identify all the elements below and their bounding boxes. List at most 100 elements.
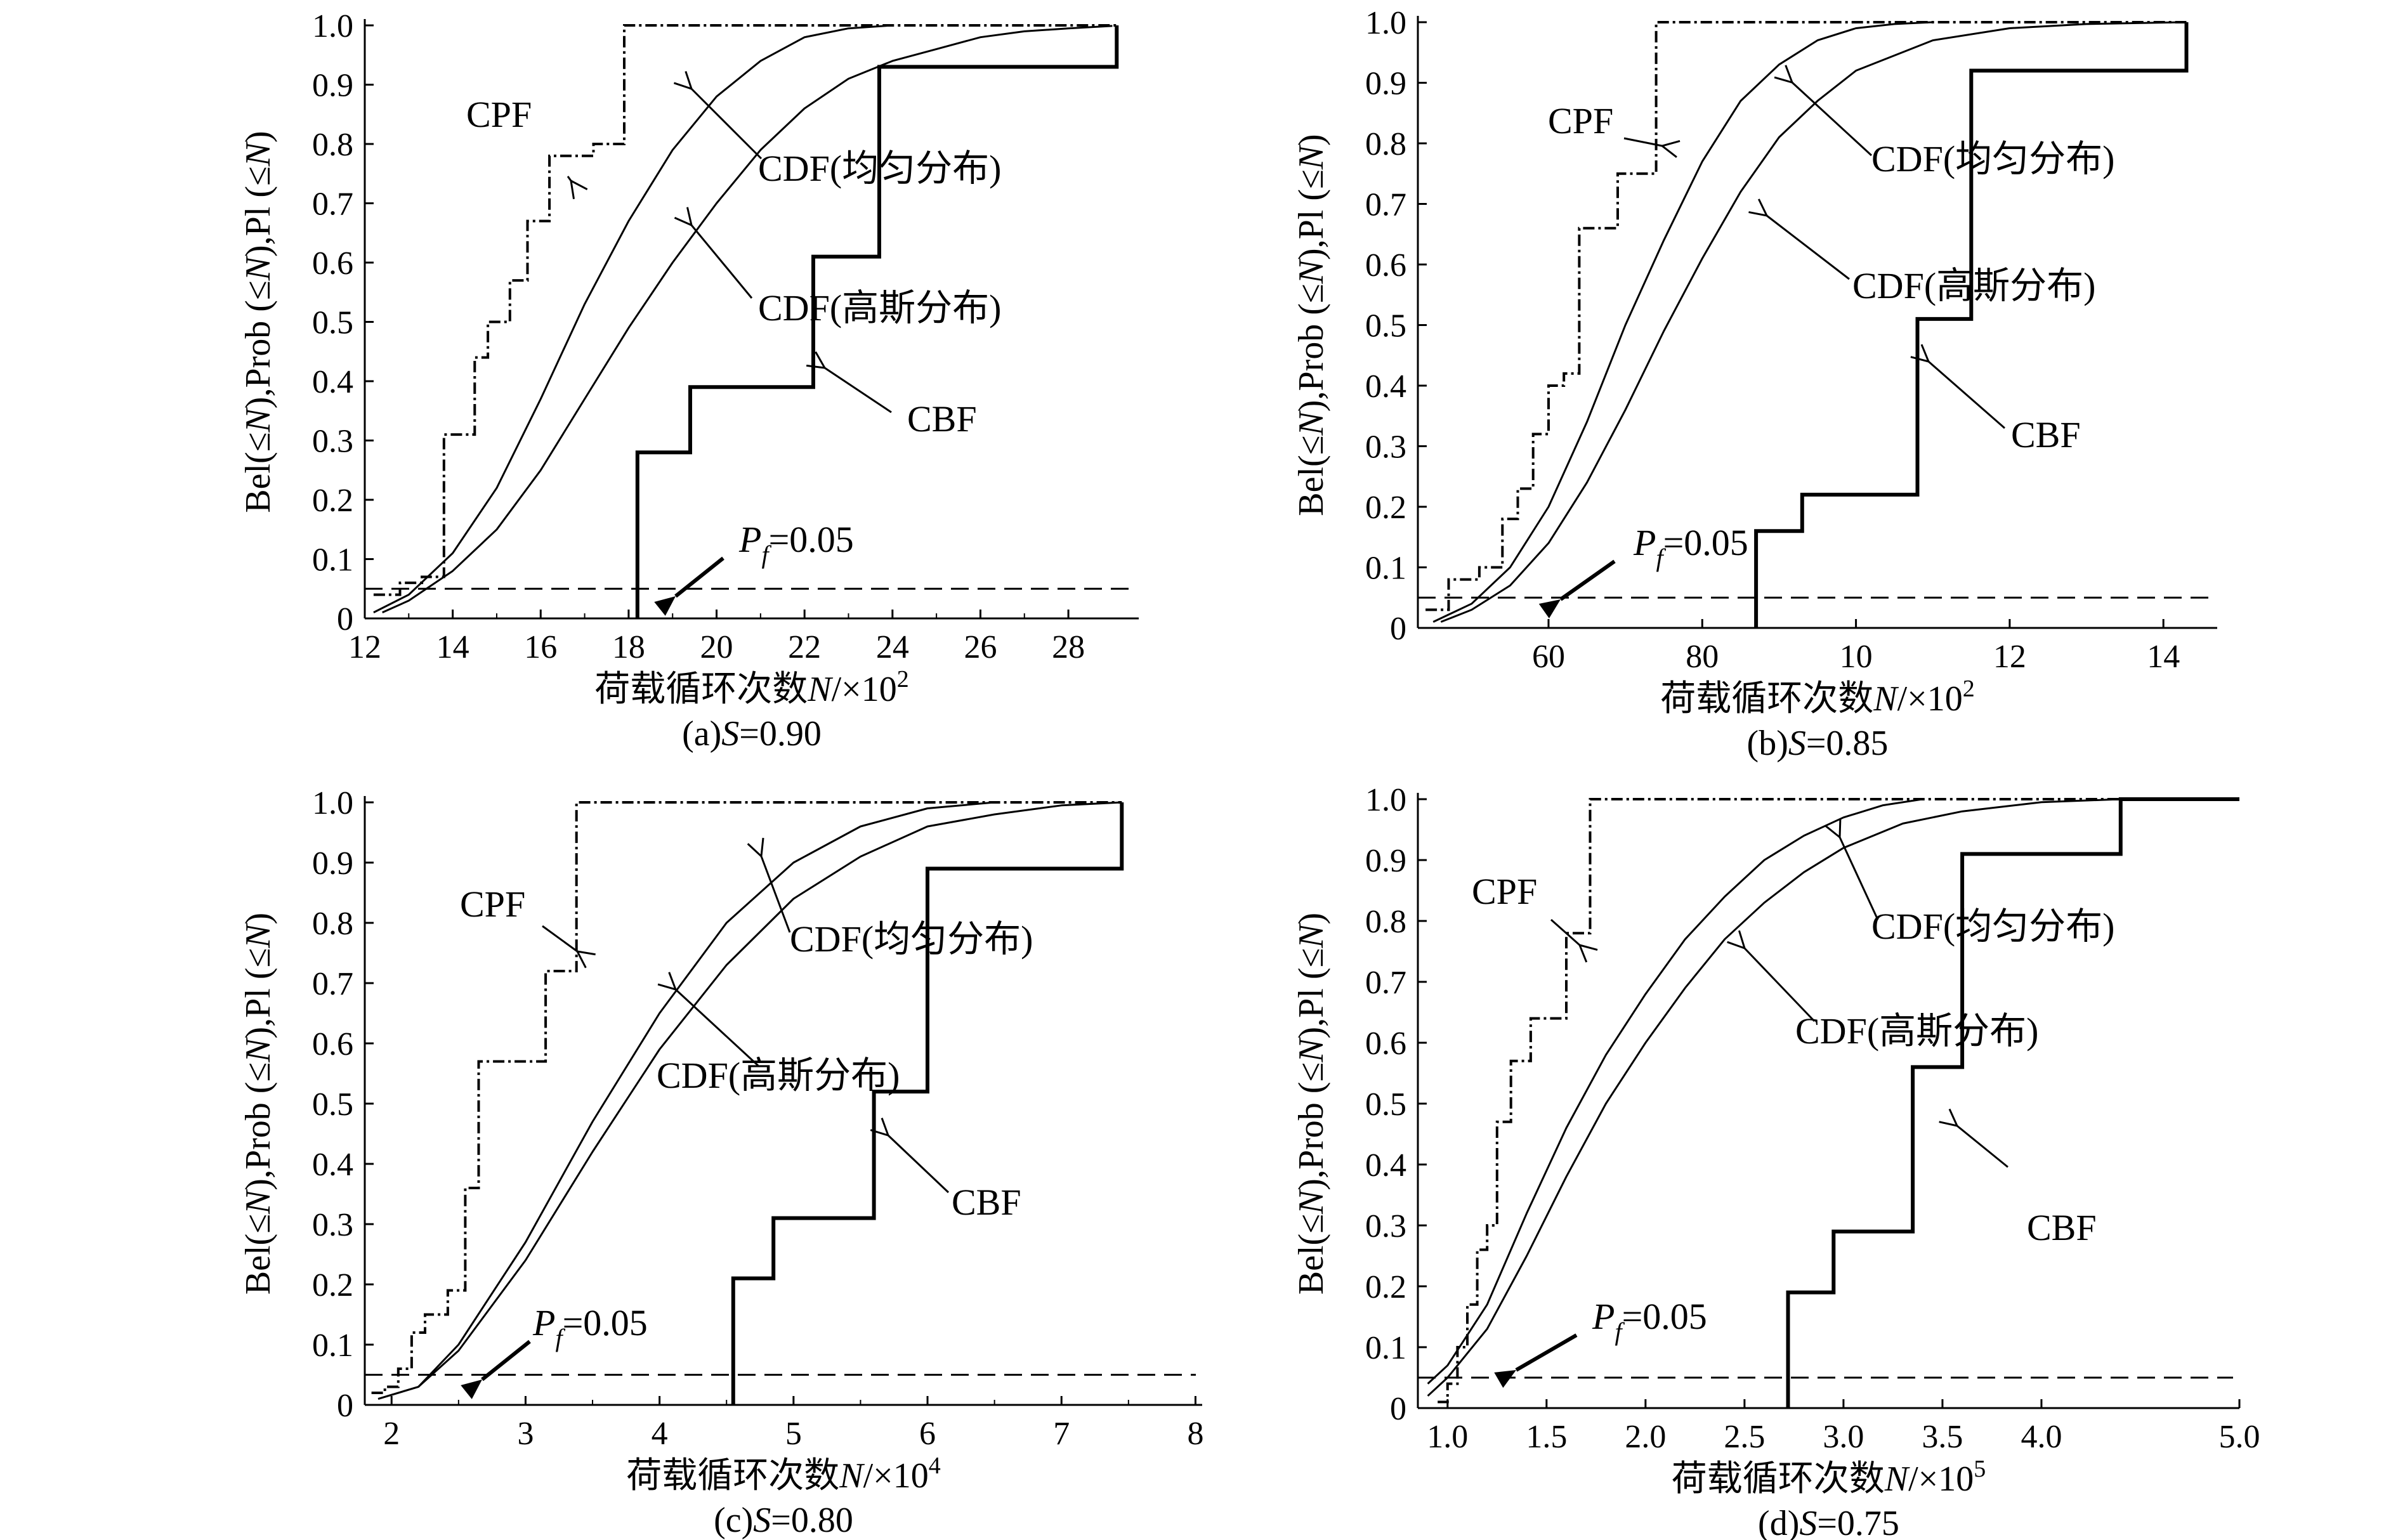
panel-caption: (c)S=0.80 bbox=[714, 1501, 853, 1540]
series-cdf-line bbox=[373, 24, 893, 613]
x-tick-label: 14 bbox=[436, 629, 469, 665]
series-cpf-line bbox=[373, 24, 1117, 596]
x-axis-label: 荷载循环次数N/×102 bbox=[594, 666, 909, 709]
x-tick-label: 18 bbox=[612, 629, 645, 665]
x-tick-label: 3 bbox=[517, 1416, 534, 1452]
annotation-arrow bbox=[1550, 918, 1580, 945]
pf-label: Pf=0.05 bbox=[738, 519, 854, 569]
annotation-label: CBF bbox=[952, 1182, 1021, 1223]
x-tick-label: 12 bbox=[1993, 639, 2026, 675]
series-cdf-line bbox=[377, 801, 1122, 1400]
x-tick-label: 10 bbox=[1840, 639, 1873, 675]
x-tick-label: 24 bbox=[876, 629, 909, 665]
chart-panel-c: 0 0.1 0.2 0.3 0.4 0.5 0.6 0.7 0.8 0.9 1.0 2 3 4 5 6 7 8 CP… bbox=[239, 785, 1203, 1540]
y-tick-label: 0.5 bbox=[312, 1086, 353, 1123]
series-cbf-line bbox=[635, 25, 1119, 618]
annotation-label: CPF bbox=[460, 884, 525, 925]
y-axis-label: Bel(≤N),Prob (≤N),Pl (≤N) bbox=[239, 913, 278, 1295]
x-tick-label: 16 bbox=[524, 629, 557, 665]
y-tick-label: 0.3 bbox=[312, 1207, 353, 1243]
chart-panel-b: 0 0.1 0.2 0.3 0.4 0.5 0.6 0.7 0.8 0.9 1.0 60 80 10 12 1… bbox=[1292, 5, 2217, 763]
annotation-arrow bbox=[567, 176, 571, 181]
annotation-arrow bbox=[542, 925, 577, 951]
annotation-arrow bbox=[1840, 837, 1879, 920]
x-tick-label: 4 bbox=[652, 1416, 668, 1452]
x-tick-label: 12 bbox=[348, 629, 381, 665]
x-tick-label: 1.0 bbox=[1427, 1419, 1468, 1455]
y-tick-label: 0.6 bbox=[312, 1026, 353, 1062]
annotation-arrow bbox=[1767, 216, 1850, 280]
y-tick-label: 0.7 bbox=[1365, 965, 1406, 1001]
y-tick-label: 0.7 bbox=[312, 966, 353, 1002]
series-cdf-line bbox=[382, 25, 1113, 613]
y-tick-label: 0.9 bbox=[312, 68, 353, 104]
annotation-label: CPF bbox=[1548, 100, 1613, 141]
x-tick-label: 28 bbox=[1052, 629, 1085, 665]
annotation-label: CPF bbox=[466, 94, 532, 135]
y-tick-label: 0.4 bbox=[1365, 1147, 1406, 1184]
annotation-arrow bbox=[888, 1135, 950, 1194]
annotation-arrow bbox=[825, 368, 892, 414]
x-tick-label: 1.5 bbox=[1526, 1419, 1567, 1455]
x-tick-label: 60 bbox=[1532, 639, 1565, 675]
y-tick-label: 0 bbox=[1390, 1391, 1406, 1427]
pf-label: Pf=0.05 bbox=[1592, 1296, 1707, 1346]
y-tick-label: 0.5 bbox=[312, 305, 353, 341]
y-tick-label: 0.3 bbox=[1365, 429, 1406, 466]
y-tick-label: 0.3 bbox=[1365, 1208, 1406, 1244]
y-tick-label: 0.8 bbox=[312, 906, 353, 942]
annotation-label: CBF bbox=[907, 398, 977, 440]
y-tick-label: 0.1 bbox=[1365, 1330, 1406, 1366]
series-cbf-line bbox=[1754, 22, 2189, 628]
x-tick-label: 2.5 bbox=[1724, 1419, 1765, 1455]
x-tick-label: 26 bbox=[964, 629, 997, 665]
annotation-label: CDF(均匀分布) bbox=[790, 918, 1033, 960]
annotation-label: CDF(高斯分布) bbox=[1852, 265, 2095, 306]
annotation-arrow bbox=[1957, 1126, 2008, 1168]
x-tick-label: 5 bbox=[785, 1416, 802, 1452]
y-tick-label: 0.8 bbox=[1365, 904, 1406, 940]
y-tick-label: 0.2 bbox=[1365, 1269, 1406, 1305]
y-tick-label: 0.8 bbox=[312, 127, 353, 163]
y-tick-label: 0.4 bbox=[312, 1147, 353, 1183]
x-tick-label: 3.0 bbox=[1823, 1419, 1864, 1455]
y-tick-label: 0.5 bbox=[1365, 308, 1406, 344]
annotation-label: CBF bbox=[2011, 414, 2081, 455]
x-tick-label: 4.0 bbox=[2021, 1419, 2062, 1455]
y-tick-label: 0.9 bbox=[312, 845, 353, 882]
y-tick-label: 0.9 bbox=[1365, 843, 1406, 879]
pf-arrow bbox=[1538, 559, 1616, 618]
series-cbf-line bbox=[1786, 797, 2239, 1408]
y-tick-label: 1.0 bbox=[312, 785, 353, 821]
x-tick-label: 6 bbox=[919, 1416, 936, 1452]
y-tick-label: 0.6 bbox=[1365, 247, 1406, 284]
y-tick-label: 0.6 bbox=[1365, 1026, 1406, 1062]
annotation-label: CPF bbox=[1472, 871, 1537, 912]
series-cdf-line bbox=[377, 801, 995, 1400]
y-tick-label: 1.0 bbox=[312, 8, 353, 44]
annotation-label: CDF(均匀分布) bbox=[1871, 906, 2114, 947]
annotation-arrow bbox=[1745, 948, 1816, 1022]
y-tick-label: 0.1 bbox=[312, 1328, 353, 1364]
series-cbf-line bbox=[731, 802, 1124, 1405]
series-cpf-line bbox=[371, 801, 1122, 1394]
series-cdf-line bbox=[1432, 21, 1933, 623]
annotation-arrow bbox=[1623, 137, 1662, 146]
y-tick-label: 0 bbox=[1390, 611, 1406, 647]
annotation-label: CDF(高斯分布) bbox=[657, 1055, 900, 1096]
annotation-label: CDF(高斯分布) bbox=[1795, 1010, 2038, 1052]
series-cpf-line bbox=[1425, 21, 2187, 611]
y-tick-label: 0.7 bbox=[312, 186, 353, 223]
y-tick-label: 0 bbox=[337, 601, 353, 637]
x-tick-label: 5.0 bbox=[2219, 1419, 2260, 1455]
x-tick-label: 3.5 bbox=[1922, 1419, 1963, 1455]
y-tick-label: 1.0 bbox=[1365, 782, 1406, 818]
x-tick-label: 22 bbox=[788, 629, 821, 665]
panel-caption: (b)S=0.85 bbox=[1747, 724, 1889, 763]
annotation-arrow bbox=[761, 856, 791, 933]
y-tick-label: 0.2 bbox=[312, 1267, 353, 1303]
pf-arrow bbox=[461, 1340, 531, 1399]
annotation-label: CDF(高斯分布) bbox=[758, 287, 1001, 329]
y-tick-label: 0.4 bbox=[1365, 369, 1406, 405]
pf-label: Pf=0.05 bbox=[532, 1302, 648, 1352]
